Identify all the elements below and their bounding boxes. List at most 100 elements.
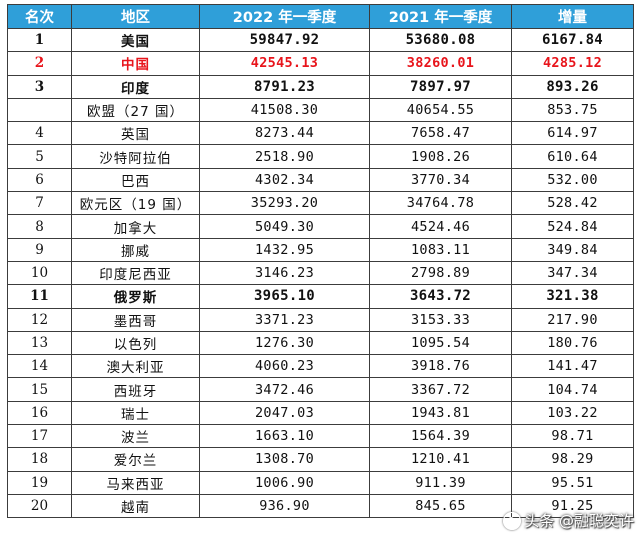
growth-cell: 893.26	[511, 74, 634, 99]
table-row: 20 越南 936.90 845.65 91.25	[7, 493, 634, 519]
region-cell: 以色列	[71, 330, 200, 356]
q2022-cell: 4302.34	[199, 167, 370, 193]
region-cell: 挪威	[71, 237, 200, 262]
growth-cell: 98.71	[511, 424, 634, 449]
q2022-cell: 8791.23	[199, 74, 370, 99]
rank-cell: 13	[7, 330, 72, 356]
growth-cell: 98.29	[511, 447, 634, 472]
table-row: 11 俄罗斯 3965.10 3643.72 321.38	[7, 284, 634, 309]
growth-cell: 524.84	[511, 214, 634, 239]
q2021-cell: 53680.08	[369, 27, 512, 53]
q2021-cell: 3643.72	[369, 284, 512, 309]
growth-cell: 6167.84	[511, 27, 634, 53]
rank-cell: 2	[7, 51, 72, 76]
rank-cell	[7, 97, 72, 123]
growth-cell: 853.75	[511, 97, 634, 123]
growth-cell: 217.90	[511, 307, 634, 332]
table-row: 7 欧元区（19 国） 35293.20 34764.78 528.42	[7, 191, 634, 216]
region-cell: 越南	[71, 493, 200, 519]
rank-cell: 17	[7, 424, 72, 449]
q2022-cell: 1308.70	[199, 447, 370, 472]
q2021-cell: 2798.89	[369, 260, 512, 286]
region-cell: 瑞士	[71, 400, 200, 426]
rank-cell: 14	[7, 354, 72, 379]
gdp-table: 名次 地区 2022 年一季度 2021 年一季度 增量 1 美国 59847.92…	[7, 4, 634, 519]
q2021-cell: 1943.81	[369, 400, 512, 426]
q2021-cell: 4524.46	[369, 214, 512, 239]
table-row: 1 美国 59847.92 53680.08 6167.84	[7, 27, 634, 53]
q2022-cell: 2518.90	[199, 144, 370, 169]
growth-cell: 141.47	[511, 354, 634, 379]
table-row: 2 中国 42545.13 38260.01 4285.12	[7, 51, 634, 76]
rank-cell: 12	[7, 307, 72, 332]
table-row: 12 墨西哥 3371.23 3153.33 217.90	[7, 307, 634, 332]
region-cell: 马来西亚	[71, 470, 200, 495]
table-row: 14 澳大利亚 4060.23 3918.76 141.47	[7, 354, 634, 379]
table-row: 8 加拿大 5049.30 4524.46 524.84	[7, 214, 634, 239]
rank-cell: 4	[7, 121, 72, 146]
region-cell: 爱尔兰	[71, 447, 200, 472]
table-row: 17 波兰 1663.10 1564.39 98.71	[7, 424, 634, 449]
table-row: 13 以色列 1276.30 1095.54 180.76	[7, 330, 634, 356]
q2022-cell: 3472.46	[199, 377, 370, 402]
q2022-cell: 42545.13	[199, 51, 370, 76]
rank-cell: 20	[7, 493, 72, 519]
q2021-cell: 3367.72	[369, 377, 512, 402]
rank-cell: 8	[7, 214, 72, 239]
header-region: 地区	[71, 4, 200, 29]
q2022-cell: 1276.30	[199, 330, 370, 356]
rank-cell: 9	[7, 237, 72, 262]
q2021-cell: 40654.55	[369, 97, 512, 123]
region-cell: 欧盟（27 国）	[71, 97, 200, 123]
header-q2022: 2022 年一季度	[199, 4, 370, 29]
region-cell: 俄罗斯	[71, 284, 200, 309]
q2021-cell: 1564.39	[369, 424, 512, 449]
table-body: 1 美国 59847.92 53680.08 6167.84 2 中国 42545.13 382…	[7, 27, 634, 519]
q2022-cell: 3371.23	[199, 307, 370, 332]
q2022-cell: 35293.20	[199, 191, 370, 216]
rank-cell: 16	[7, 400, 72, 426]
growth-cell: 180.76	[511, 330, 634, 356]
q2021-cell: 7897.97	[369, 74, 512, 99]
region-cell: 澳大利亚	[71, 354, 200, 379]
q2021-cell: 1210.41	[369, 447, 512, 472]
region-cell: 西班牙	[71, 377, 200, 402]
q2022-cell: 3146.23	[199, 260, 370, 286]
region-cell: 中国	[71, 51, 200, 76]
region-cell: 波兰	[71, 424, 200, 449]
header-growth: 增量	[511, 4, 634, 29]
rank-cell: 1	[7, 27, 72, 53]
q2021-cell: 1083.11	[369, 237, 512, 262]
growth-cell: 321.38	[511, 284, 634, 309]
growth-cell: 103.22	[511, 400, 634, 426]
growth-cell: 610.64	[511, 144, 634, 169]
region-cell: 英国	[71, 121, 200, 146]
region-cell: 印度	[71, 74, 200, 99]
region-cell: 巴西	[71, 167, 200, 193]
rank-cell: 19	[7, 470, 72, 495]
rank-cell: 15	[7, 377, 72, 402]
table-row: 15 西班牙 3472.46 3367.72 104.74	[7, 377, 634, 402]
q2022-cell: 59847.92	[199, 27, 370, 53]
q2021-cell: 3770.34	[369, 167, 512, 193]
growth-cell: 614.97	[511, 121, 634, 146]
rank-cell: 10	[7, 260, 72, 286]
table-row: 4 英国 8273.44 7658.47 614.97	[7, 121, 634, 146]
q2022-cell: 2047.03	[199, 400, 370, 426]
table-row: 10 印度尼西亚 3146.23 2798.89 347.34	[7, 260, 634, 286]
rank-cell: 7	[7, 191, 72, 216]
q2022-cell: 4060.23	[199, 354, 370, 379]
q2022-cell: 41508.30	[199, 97, 370, 123]
q2021-cell: 34764.78	[369, 191, 512, 216]
growth-cell: 528.42	[511, 191, 634, 216]
rank-cell: 6	[7, 167, 72, 193]
growth-cell: 532.00	[511, 167, 634, 193]
table-row: 欧盟（27 国） 41508.30 40654.55 853.75	[7, 97, 634, 123]
table-row: 16 瑞士 2047.03 1943.81 103.22	[7, 400, 634, 426]
q2021-cell: 3153.33	[369, 307, 512, 332]
table-row: 19 马来西亚 1006.90 911.39 95.51	[7, 470, 634, 495]
q2021-cell: 1908.26	[369, 144, 512, 169]
rank-cell: 11	[7, 284, 72, 309]
q2022-cell: 8273.44	[199, 121, 370, 146]
q2022-cell: 936.90	[199, 493, 370, 519]
